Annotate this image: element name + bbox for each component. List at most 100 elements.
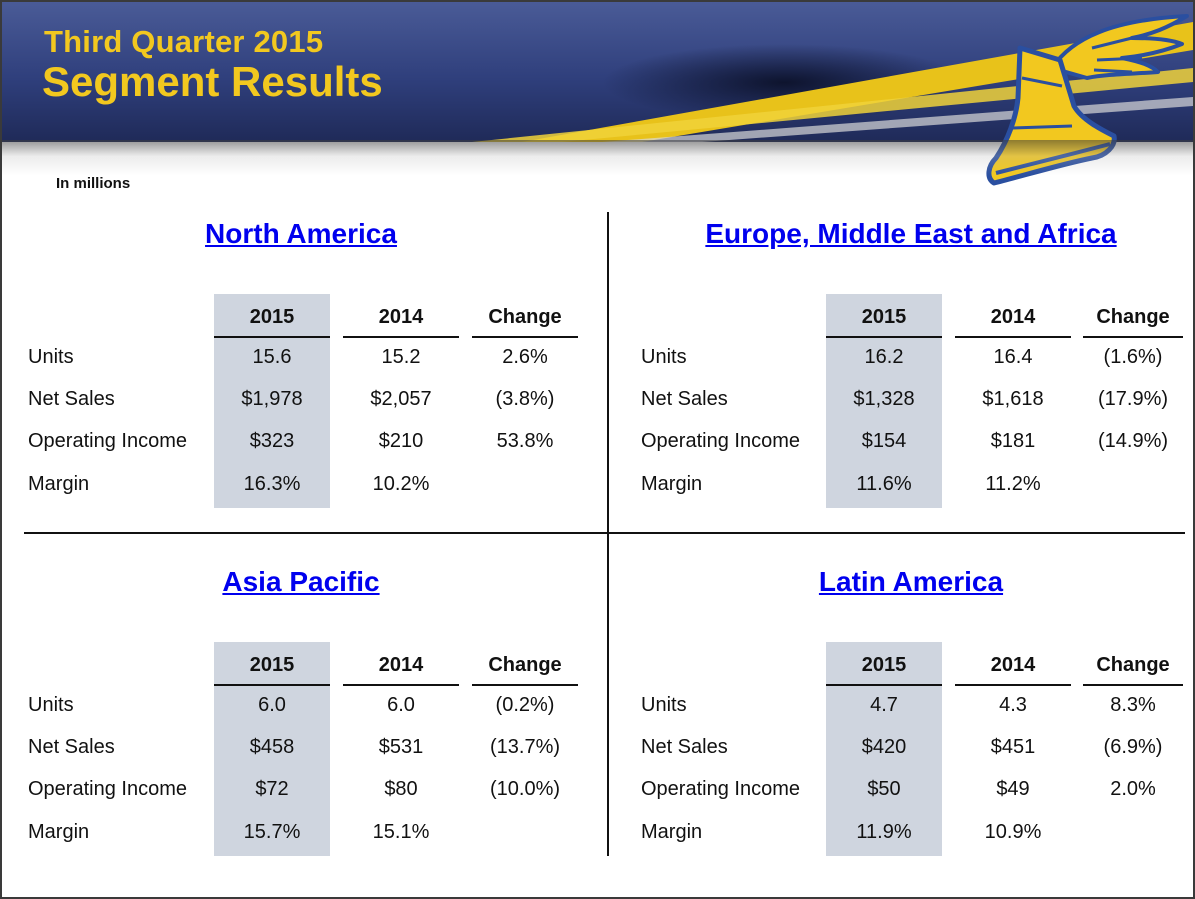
column-header: Change: [488, 306, 562, 328]
row-label: Operating Income: [641, 430, 800, 452]
column-header-underline: [1083, 336, 1183, 338]
table-cell: 8.3%: [1110, 694, 1156, 716]
highlight-2015-column: [214, 294, 330, 508]
table-cell: 11.2%: [985, 473, 1041, 495]
row-label: Operating Income: [28, 430, 187, 452]
table-cell: (13.7%): [489, 736, 561, 758]
table-cell: 15.1%: [372, 821, 430, 843]
table-cell: $181: [990, 430, 1036, 452]
horizontal-divider: [24, 532, 1185, 534]
table-cell: 4.3: [999, 694, 1027, 716]
row-label: Net Sales: [28, 388, 115, 410]
column-header-underline: [826, 336, 942, 338]
page-title: Segment Results: [42, 58, 383, 105]
segment-title[interactable]: North America: [205, 218, 397, 249]
column-header-underline: [826, 684, 942, 686]
table-cell: 16.2: [864, 346, 904, 368]
column-header: 2015: [861, 306, 907, 328]
row-label: Margin: [28, 473, 90, 495]
units-note: In millions: [56, 175, 131, 192]
row-label: Units: [28, 346, 74, 368]
segment-emea: Europe, Middle East and Africa 2015 2014 Ch…: [616, 218, 1193, 518]
table-cell: $210: [378, 430, 424, 452]
column-header: Change: [1096, 306, 1170, 328]
segment-north-america: North America 2015 2014 Change Units 15.6 15.2…: [6, 218, 596, 518]
column-header-underline: [343, 684, 459, 686]
table-cell: 11.9%: [856, 821, 912, 843]
table-cell: 6.0: [387, 694, 415, 716]
column-header-underline: [472, 336, 578, 338]
row-label: Net Sales: [28, 736, 115, 758]
column-header: 2015: [249, 306, 295, 328]
table-cell: $458: [249, 736, 295, 758]
table-cell: 15.7%: [243, 821, 301, 843]
row-label: Net Sales: [641, 736, 728, 758]
row-label: Operating Income: [28, 778, 187, 800]
table-cell: $1,978: [241, 388, 303, 410]
table-cell: $2,057: [370, 388, 432, 410]
table-cell: 2.6%: [502, 346, 548, 368]
table-cell: $154: [861, 430, 907, 452]
vertical-divider: [607, 212, 609, 856]
row-label: Margin: [28, 821, 90, 843]
table-cell: 2.0%: [1110, 778, 1156, 800]
segment-asia-pacific: Asia Pacific 2015 2014 Change Units 6.0 6.0 (0.…: [6, 566, 596, 866]
column-header: Change: [488, 654, 562, 676]
column-header-underline: [1083, 684, 1183, 686]
row-label: Units: [641, 694, 687, 716]
table-cell: $451: [990, 736, 1036, 758]
row-label: Units: [641, 346, 687, 368]
table-cell: 15.2: [381, 346, 421, 368]
segment-title[interactable]: Europe, Middle East and Africa: [705, 218, 1117, 249]
table-cell: 11.6%: [856, 473, 912, 495]
table-cell: $420: [861, 736, 907, 758]
segment-title[interactable]: Latin America: [818, 566, 1004, 597]
column-header-underline: [214, 336, 330, 338]
column-header: 2015: [861, 654, 907, 676]
table-cell: 53.8%: [496, 430, 554, 452]
table-cell: $531: [378, 736, 424, 758]
column-header-underline: [214, 684, 330, 686]
row-label: Margin: [641, 821, 703, 843]
table-cell: 6.0: [258, 694, 286, 716]
column-header: 2014: [990, 654, 1036, 676]
table-cell: (10.0%): [489, 778, 561, 800]
table-cell: 4.7: [870, 694, 898, 716]
table-cell: (17.9%): [1097, 388, 1169, 410]
row-label: Net Sales: [641, 388, 728, 410]
table-cell: (14.9%): [1097, 430, 1169, 452]
column-header-underline: [472, 684, 578, 686]
table-cell: $1,618: [982, 388, 1044, 410]
highlight-2015-column: [826, 642, 942, 856]
table-cell: (3.8%): [495, 388, 555, 410]
table-cell: $50: [867, 778, 901, 800]
highlight-2015-column: [214, 642, 330, 856]
segment-title[interactable]: Asia Pacific: [222, 566, 380, 597]
column-header-underline: [343, 336, 459, 338]
highlight-2015-column: [826, 294, 942, 508]
row-label: Operating Income: [641, 778, 800, 800]
table-cell: 16.4: [993, 346, 1033, 368]
table-cell: (1.6%): [1103, 346, 1163, 368]
table-cell: 15.6: [252, 346, 292, 368]
table-cell: $49: [996, 778, 1030, 800]
banner-shadow: [2, 140, 1193, 176]
table-cell: $72: [255, 778, 289, 800]
table-cell: 10.2%: [372, 473, 430, 495]
title-quarter: Third Quarter 2015: [44, 24, 324, 59]
table-cell: 16.3%: [243, 473, 301, 495]
table-cell: $1,328: [853, 388, 915, 410]
row-label: Units: [28, 694, 74, 716]
column-header: Change: [1096, 654, 1170, 676]
segment-latin-america: Latin America 2015 2014 Change Units 4.7 4.3 8.…: [616, 566, 1193, 866]
column-header: 2015: [249, 654, 295, 676]
column-header-underline: [955, 684, 1071, 686]
column-header-underline: [955, 336, 1071, 338]
table-cell: 10.9%: [984, 821, 1042, 843]
column-header: 2014: [378, 306, 424, 328]
table-cell: $323: [249, 430, 295, 452]
row-label: Margin: [641, 473, 703, 495]
table-cell: (6.9%): [1103, 736, 1163, 758]
table-cell: $80: [384, 778, 418, 800]
